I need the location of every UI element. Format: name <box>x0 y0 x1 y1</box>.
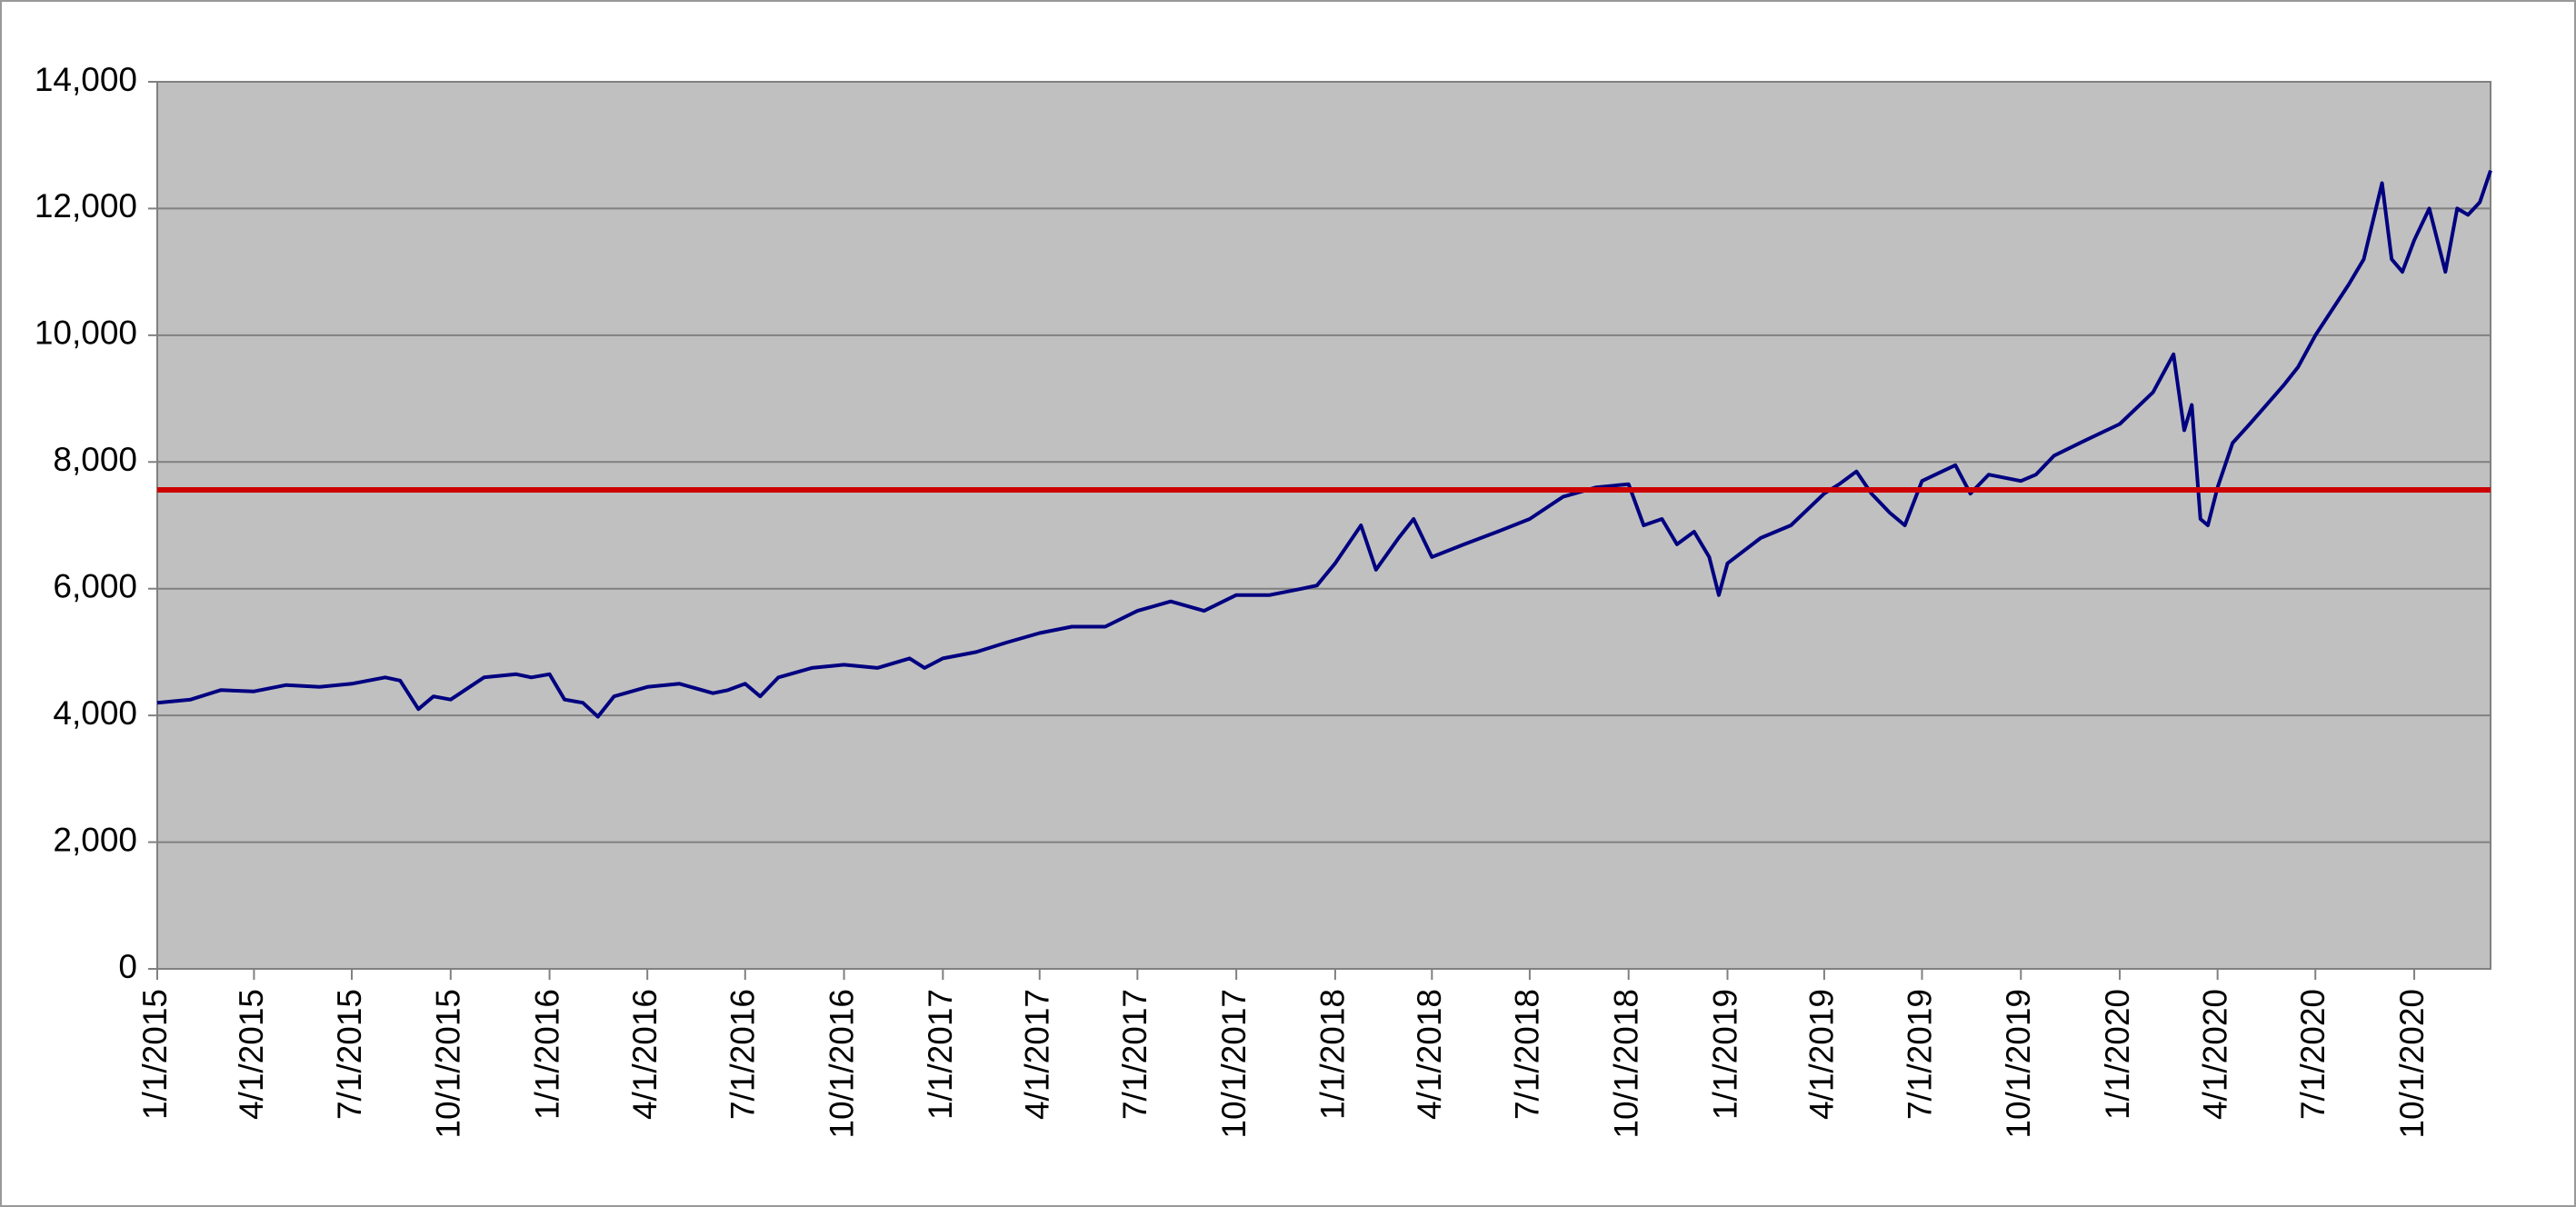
x-tick-label: 7/1/2017 <box>1116 989 1153 1120</box>
y-tick-label: 4,000 <box>53 694 137 732</box>
line-series <box>156 169 2492 719</box>
x-tick-label: 1/1/2018 <box>1314 989 1352 1120</box>
x-tick-label: 7/1/2018 <box>1509 989 1546 1120</box>
x-tick-label: 7/1/2016 <box>724 989 762 1120</box>
x-tick-label: 1/1/2015 <box>136 989 174 1120</box>
y-tick-label: 2,000 <box>53 821 137 858</box>
x-tick-label: 4/1/2019 <box>1803 989 1841 1120</box>
x-tick-label: 7/1/2019 <box>1901 989 1938 1120</box>
x-tick-label: 10/1/2016 <box>823 989 860 1139</box>
y-tick-label: 8,000 <box>53 441 137 478</box>
x-tick-label: 4/1/2020 <box>2196 989 2233 1120</box>
x-tick-label: 4/1/2016 <box>626 989 664 1120</box>
x-tick-label: 1/1/2017 <box>922 989 959 1120</box>
x-tick-label: 10/1/2018 <box>1607 989 1644 1139</box>
x-tick-label: 1/1/2019 <box>1706 989 1743 1120</box>
y-tick-label: 6,000 <box>53 567 137 604</box>
x-tick-label: 4/1/2015 <box>233 989 270 1120</box>
x-tick-label: 10/1/2020 <box>2393 989 2431 1139</box>
x-tick-label: 10/1/2017 <box>1215 989 1253 1139</box>
y-tick-label: 0 <box>118 948 137 985</box>
x-tick-label: 4/1/2017 <box>1019 989 1056 1120</box>
x-tick-label: 10/1/2015 <box>430 989 467 1139</box>
x-tick-label: 1/1/2016 <box>528 989 565 1120</box>
y-tick-label: 12,000 <box>35 187 137 224</box>
x-tick-label: 1/1/2020 <box>2099 989 2136 1120</box>
x-tick-label: 7/1/2015 <box>331 989 368 1120</box>
y-tick-label: 10,000 <box>35 314 137 352</box>
plot-area <box>156 81 2491 970</box>
x-tick-label: 4/1/2018 <box>1411 989 1448 1120</box>
y-tick-label: 14,000 <box>35 61 137 98</box>
x-tick-label: 10/1/2019 <box>2000 989 2037 1139</box>
x-tick-label: 7/1/2020 <box>2294 989 2331 1120</box>
